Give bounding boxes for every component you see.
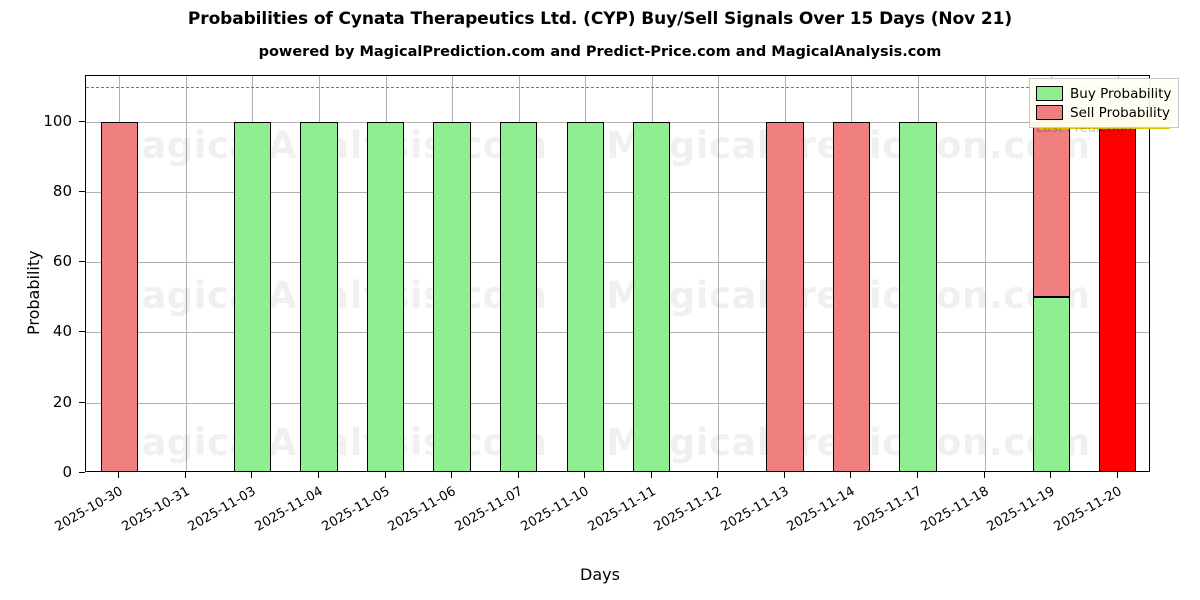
x-axis-tick xyxy=(917,472,919,478)
y-axis-tick xyxy=(79,120,85,122)
bar-buy-probability[interactable] xyxy=(300,121,338,471)
bar-buy-probability[interactable] xyxy=(899,121,937,471)
bar-buy-probability[interactable] xyxy=(433,121,471,471)
bar-buy-probability[interactable] xyxy=(566,121,604,471)
y-axis-label: 80 xyxy=(52,181,72,200)
gridline-horizontal xyxy=(86,121,1149,123)
y-axis-tick xyxy=(79,472,85,473)
y-axis-label: 100 xyxy=(43,111,72,130)
bar-buy-probability[interactable] xyxy=(233,121,272,471)
x-axis-tick xyxy=(1050,472,1052,478)
legend-item[interactable]: Sell Probability xyxy=(1036,103,1171,122)
y-axis-tick xyxy=(79,401,85,403)
x-axis-tick xyxy=(1116,472,1118,478)
x-axis-tick xyxy=(850,472,852,478)
y-axis-label: 60 xyxy=(52,252,72,271)
x-axis-tick xyxy=(251,472,253,478)
x-axis-tick xyxy=(118,472,120,478)
bar-buy-probability[interactable] xyxy=(500,121,538,471)
x-axis-tick xyxy=(717,472,719,478)
y-axis-tick xyxy=(79,261,85,263)
x-axis-tick xyxy=(650,472,652,478)
gridline-vertical xyxy=(984,76,986,471)
gridline-vertical xyxy=(718,76,720,471)
y-axis-label: 40 xyxy=(52,322,72,341)
legend-swatch xyxy=(1036,105,1063,120)
bar-sell-probability[interactable] xyxy=(766,121,804,471)
gridline-horizontal xyxy=(86,262,1149,264)
gridline-horizontal xyxy=(86,402,1149,404)
plot-area: MagicalAnalysis.comMagicalPrediction.com… xyxy=(85,75,1150,472)
gridline-vertical xyxy=(185,76,187,471)
bar-buy-probability[interactable] xyxy=(633,121,671,471)
legend-label: Sell Probability xyxy=(1070,104,1171,121)
x-axis-tick xyxy=(384,472,386,478)
gridline-horizontal xyxy=(86,332,1149,334)
legend-item[interactable]: Buy Probability xyxy=(1036,84,1171,103)
bar-sell-probability[interactable] xyxy=(100,121,138,471)
reference-line xyxy=(86,86,1149,88)
legend-label: Buy Probability xyxy=(1070,85,1172,102)
y-axis-label: 20 xyxy=(52,392,72,411)
x-axis-tick xyxy=(584,472,586,478)
x-axis-tick xyxy=(184,472,186,478)
chart-title: Probabilities of Cynata Therapeutics Ltd… xyxy=(187,9,1013,29)
bar-buy-probability[interactable] xyxy=(366,121,405,471)
y-axis-label: 0 xyxy=(62,463,72,481)
y-axis-tick xyxy=(79,331,85,333)
legend-swatch xyxy=(1036,86,1063,101)
plot-clip: MagicalAnalysis.comMagicalPrediction.com… xyxy=(86,76,1149,471)
chart-legend[interactable]: Buy Probability Sell Probability xyxy=(1029,78,1180,128)
chart-subtitle: powered by MagicalPrediction.com and Pre… xyxy=(258,44,942,60)
x-axis-tick xyxy=(517,472,519,478)
x-axis-tick xyxy=(983,472,985,478)
x-axis-tick xyxy=(783,472,785,478)
x-axis-tick xyxy=(317,472,319,478)
bar-sell-probability[interactable] xyxy=(832,121,871,471)
bar-buy-probability[interactable] xyxy=(1032,297,1070,471)
x-axis-tick xyxy=(451,472,453,478)
x-axis-title: Days xyxy=(580,565,620,584)
bar-sell-probability[interactable] xyxy=(1032,121,1070,298)
y-axis-tick xyxy=(79,190,85,192)
gridline-horizontal xyxy=(86,191,1149,193)
bar-sell-probability[interactable] xyxy=(1099,121,1137,471)
